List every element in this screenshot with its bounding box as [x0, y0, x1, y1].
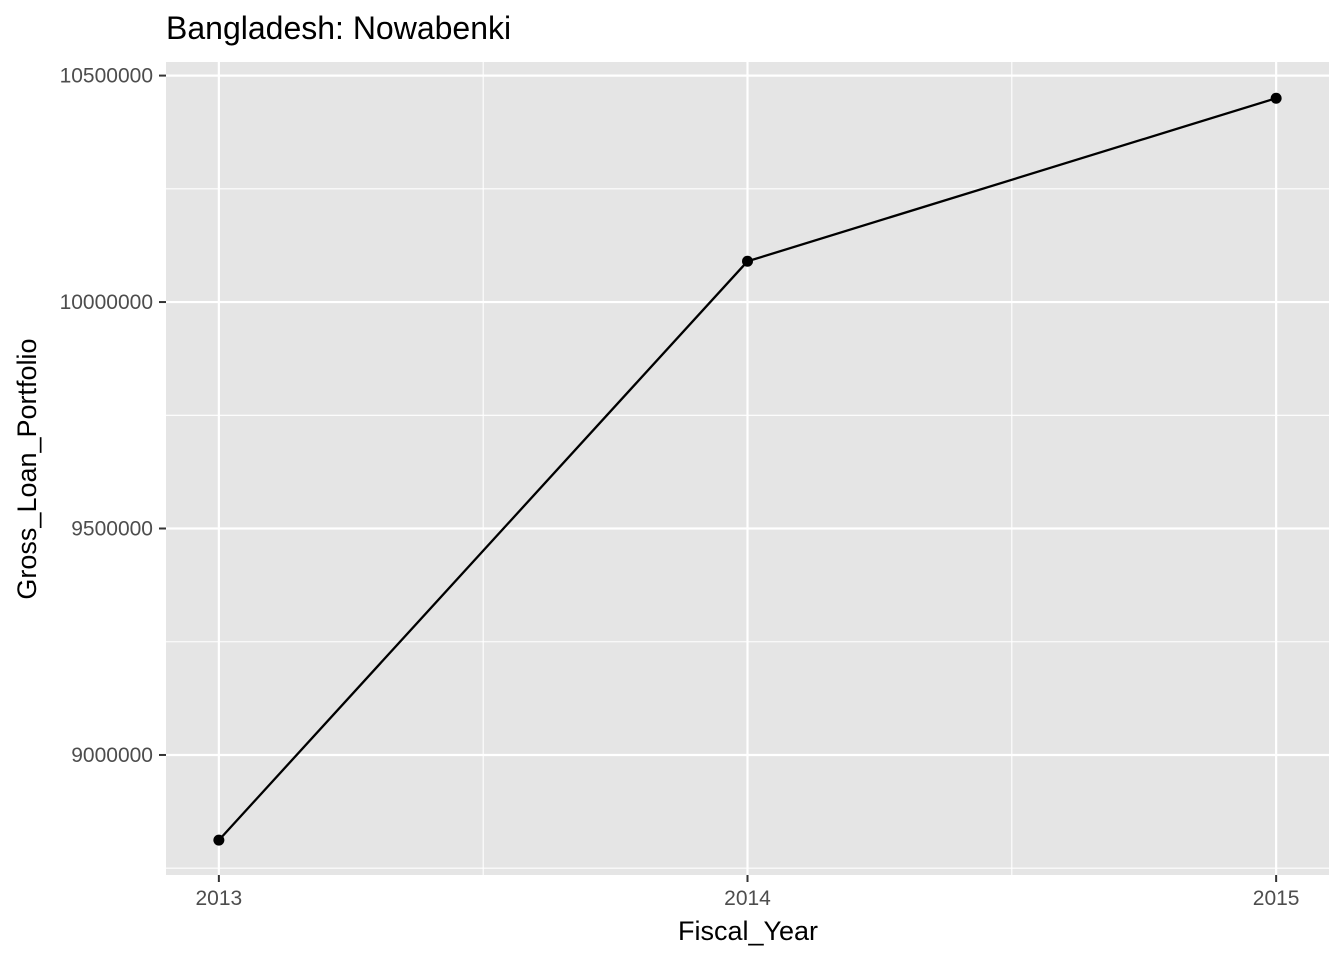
data-point — [1270, 92, 1282, 104]
y-tick-label: 9500000 — [71, 518, 153, 541]
data-point — [742, 255, 753, 267]
y-tick-label: 10500000 — [60, 65, 153, 88]
tick-labels: 2013 2014 2015 9000000 9500000 10000000 105000… — [60, 65, 1300, 910]
x-axis-title: Fiscal_Year — [678, 916, 818, 946]
y-tick-label: 10000000 — [60, 291, 153, 314]
chart-title: Bangladesh: Nowabenki — [166, 10, 511, 46]
x-tick-label: 2015 — [1253, 887, 1300, 910]
data-marks — [213, 92, 1282, 846]
data-point — [213, 834, 225, 846]
axis-ticks — [159, 74, 1278, 882]
x-tick-label: 2014 — [724, 887, 771, 910]
grid-lines — [166, 62, 1329, 875]
y-axis-title: Gross_Loan_Portfolio — [12, 338, 42, 599]
x-tick-label: 2013 — [196, 887, 243, 910]
y-tick-label: 9000000 — [71, 744, 153, 767]
